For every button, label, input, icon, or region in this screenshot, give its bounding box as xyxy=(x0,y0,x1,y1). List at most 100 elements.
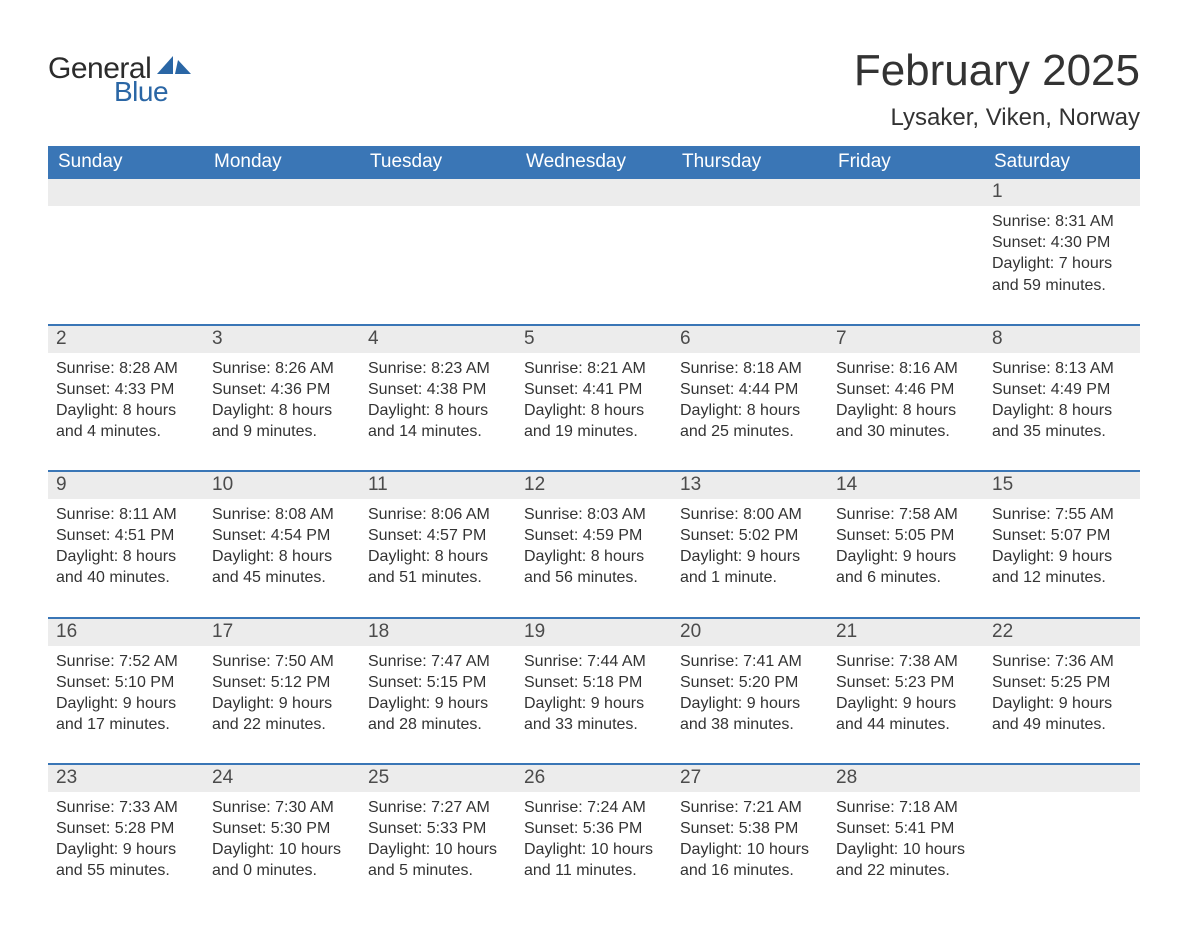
day-number-cell: 20 xyxy=(672,619,828,646)
day-number-cell xyxy=(48,179,204,206)
detail-line-sunset: Sunset: 5:41 PM xyxy=(836,818,976,839)
detail-line-daylight1: Daylight: 9 hours xyxy=(368,693,508,714)
day-number-cell: 22 xyxy=(984,619,1140,646)
detail-line-daylight1: Daylight: 8 hours xyxy=(836,400,976,421)
detail-line-sunrise: Sunrise: 8:28 AM xyxy=(56,358,196,379)
day-detail-cell xyxy=(360,206,516,324)
day-detail-cell: Sunrise: 7:30 AMSunset: 5:30 PMDaylight:… xyxy=(204,792,360,909)
detail-line-sunrise: Sunrise: 7:52 AM xyxy=(56,651,196,672)
detail-line-daylight1: Daylight: 9 hours xyxy=(836,546,976,567)
col-tuesday: Tuesday xyxy=(360,146,516,179)
day-number-cell: 25 xyxy=(360,765,516,792)
day-detail-cell: Sunrise: 8:08 AMSunset: 4:54 PMDaylight:… xyxy=(204,499,360,617)
detail-line-sunrise: Sunrise: 8:21 AM xyxy=(524,358,664,379)
detail-line-sunset: Sunset: 5:07 PM xyxy=(992,525,1132,546)
detail-line-daylight1: Daylight: 8 hours xyxy=(992,400,1132,421)
detail-line-daylight2: and 51 minutes. xyxy=(368,567,508,588)
detail-line-daylight2: and 17 minutes. xyxy=(56,714,196,735)
day-number-cell: 24 xyxy=(204,765,360,792)
detail-line-daylight2: and 22 minutes. xyxy=(836,860,976,881)
detail-line-daylight2: and 45 minutes. xyxy=(212,567,352,588)
day-number-cell: 11 xyxy=(360,472,516,499)
detail-line-sunrise: Sunrise: 8:08 AM xyxy=(212,504,352,525)
detail-line-sunset: Sunset: 5:33 PM xyxy=(368,818,508,839)
day-number-row: 232425262728 xyxy=(48,765,1140,792)
detail-line-sunset: Sunset: 4:46 PM xyxy=(836,379,976,400)
day-detail-cell: Sunrise: 8:11 AMSunset: 4:51 PMDaylight:… xyxy=(48,499,204,617)
detail-line-daylight2: and 49 minutes. xyxy=(992,714,1132,735)
day-detail-cell: Sunrise: 7:52 AMSunset: 5:10 PMDaylight:… xyxy=(48,646,204,764)
page-subtitle: Lysaker, Viken, Norway xyxy=(854,104,1140,132)
col-friday: Friday xyxy=(828,146,984,179)
day-number-cell xyxy=(984,765,1140,792)
detail-line-daylight2: and 44 minutes. xyxy=(836,714,976,735)
detail-line-daylight1: Daylight: 10 hours xyxy=(524,839,664,860)
logo: General Blue xyxy=(48,48,191,106)
day-number-row: 9101112131415 xyxy=(48,472,1140,499)
detail-line-daylight2: and 4 minutes. xyxy=(56,421,196,442)
header: General Blue February 2025 Lysaker, Vike… xyxy=(48,48,1140,132)
detail-line-daylight2: and 28 minutes. xyxy=(368,714,508,735)
detail-line-sunset: Sunset: 5:30 PM xyxy=(212,818,352,839)
detail-line-sunset: Sunset: 5:28 PM xyxy=(56,818,196,839)
detail-line-daylight1: Daylight: 9 hours xyxy=(680,693,820,714)
day-number-cell: 14 xyxy=(828,472,984,499)
day-detail-cell: Sunrise: 7:55 AMSunset: 5:07 PMDaylight:… xyxy=(984,499,1140,617)
title-block: February 2025 Lysaker, Viken, Norway xyxy=(854,48,1140,132)
day-number-cell: 16 xyxy=(48,619,204,646)
day-detail-cell: Sunrise: 8:03 AMSunset: 4:59 PMDaylight:… xyxy=(516,499,672,617)
day-number-cell: 13 xyxy=(672,472,828,499)
detail-line-sunset: Sunset: 5:12 PM xyxy=(212,672,352,693)
day-number-row: 2345678 xyxy=(48,326,1140,353)
day-number-cell xyxy=(204,179,360,206)
day-number-cell xyxy=(828,179,984,206)
detail-line-daylight2: and 9 minutes. xyxy=(212,421,352,442)
detail-line-daylight2: and 25 minutes. xyxy=(680,421,820,442)
detail-line-daylight1: Daylight: 9 hours xyxy=(56,839,196,860)
detail-line-sunset: Sunset: 4:38 PM xyxy=(368,379,508,400)
detail-line-sunrise: Sunrise: 7:55 AM xyxy=(992,504,1132,525)
detail-line-sunset: Sunset: 4:49 PM xyxy=(992,379,1132,400)
day-detail-cell: Sunrise: 7:41 AMSunset: 5:20 PMDaylight:… xyxy=(672,646,828,764)
day-detail-row: Sunrise: 7:33 AMSunset: 5:28 PMDaylight:… xyxy=(48,792,1140,909)
day-detail-cell: Sunrise: 8:31 AMSunset: 4:30 PMDaylight:… xyxy=(984,206,1140,324)
day-detail-cell: Sunrise: 7:36 AMSunset: 5:25 PMDaylight:… xyxy=(984,646,1140,764)
day-number-row: 1 xyxy=(48,179,1140,206)
day-number-cell xyxy=(516,179,672,206)
detail-line-sunrise: Sunrise: 7:44 AM xyxy=(524,651,664,672)
page-title: February 2025 xyxy=(854,48,1140,94)
day-detail-cell: Sunrise: 8:18 AMSunset: 4:44 PMDaylight:… xyxy=(672,353,828,471)
day-detail-cell: Sunrise: 8:16 AMSunset: 4:46 PMDaylight:… xyxy=(828,353,984,471)
detail-line-sunrise: Sunrise: 8:26 AM xyxy=(212,358,352,379)
detail-line-daylight1: Daylight: 9 hours xyxy=(836,693,976,714)
detail-line-daylight2: and 38 minutes. xyxy=(680,714,820,735)
day-detail-row: Sunrise: 8:28 AMSunset: 4:33 PMDaylight:… xyxy=(48,353,1140,471)
calendar-body: 1Sunrise: 8:31 AMSunset: 4:30 PMDaylight… xyxy=(48,179,1140,909)
detail-line-daylight2: and 0 minutes. xyxy=(212,860,352,881)
detail-line-daylight2: and 11 minutes. xyxy=(524,860,664,881)
detail-line-sunrise: Sunrise: 8:03 AM xyxy=(524,504,664,525)
day-detail-cell xyxy=(984,792,1140,909)
day-detail-cell: Sunrise: 7:33 AMSunset: 5:28 PMDaylight:… xyxy=(48,792,204,909)
detail-line-daylight2: and 14 minutes. xyxy=(368,421,508,442)
detail-line-daylight1: Daylight: 8 hours xyxy=(368,546,508,567)
detail-line-daylight2: and 22 minutes. xyxy=(212,714,352,735)
day-detail-cell: Sunrise: 8:13 AMSunset: 4:49 PMDaylight:… xyxy=(984,353,1140,471)
day-detail-cell: Sunrise: 7:38 AMSunset: 5:23 PMDaylight:… xyxy=(828,646,984,764)
day-number-cell: 1 xyxy=(984,179,1140,206)
detail-line-sunset: Sunset: 5:38 PM xyxy=(680,818,820,839)
detail-line-sunrise: Sunrise: 7:33 AM xyxy=(56,797,196,818)
detail-line-sunrise: Sunrise: 7:18 AM xyxy=(836,797,976,818)
detail-line-sunrise: Sunrise: 8:31 AM xyxy=(992,211,1132,232)
day-number-cell: 18 xyxy=(360,619,516,646)
day-number-cell xyxy=(360,179,516,206)
detail-line-sunrise: Sunrise: 8:06 AM xyxy=(368,504,508,525)
detail-line-sunset: Sunset: 5:02 PM xyxy=(680,525,820,546)
detail-line-daylight1: Daylight: 8 hours xyxy=(212,546,352,567)
detail-line-daylight1: Daylight: 9 hours xyxy=(992,693,1132,714)
detail-line-daylight1: Daylight: 8 hours xyxy=(680,400,820,421)
detail-line-sunset: Sunset: 4:57 PM xyxy=(368,525,508,546)
day-number-cell: 28 xyxy=(828,765,984,792)
detail-line-sunset: Sunset: 4:59 PM xyxy=(524,525,664,546)
day-detail-cell: Sunrise: 8:23 AMSunset: 4:38 PMDaylight:… xyxy=(360,353,516,471)
